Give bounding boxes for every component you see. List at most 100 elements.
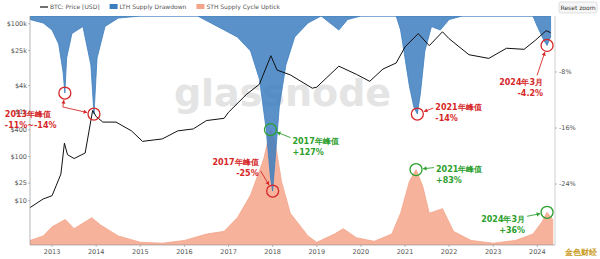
y-tick-label: $25	[15, 179, 27, 187]
annotation-arrow	[261, 171, 269, 185]
x-tick	[360, 245, 361, 247]
y-tick-label: $100	[10, 153, 27, 161]
legend-entry: BTC: Price [USD]	[40, 3, 100, 10]
x-tick-label: 2013	[44, 248, 61, 256]
annotation-text: 2024年3月	[481, 215, 525, 224]
y-tick-label: $10	[15, 197, 27, 205]
legend-label: LTH Supply Drawdown	[120, 3, 187, 11]
legend-entry: STH Supply Cycle Uptick	[196, 3, 280, 11]
annotation-arrow	[424, 108, 433, 112]
legend-swatch	[196, 4, 204, 9]
legend-swatch	[40, 6, 48, 7]
page: {"chart_data": { "type": "line", "xlim":…	[0, 0, 600, 259]
annotation-arrow	[537, 52, 545, 75]
annotation-arrowhead	[542, 52, 546, 56]
annotation-arrowhead	[83, 110, 87, 114]
x-tick	[52, 245, 53, 247]
y2-tick	[555, 184, 557, 185]
annotation: 2024年3月 -4.2%	[499, 39, 553, 98]
y2-tick	[555, 128, 557, 129]
area	[30, 16, 551, 191]
annotation: 2017年峰值 -25%	[212, 158, 278, 197]
x-tick	[272, 245, 273, 247]
x-tick	[537, 245, 538, 247]
annotation: 2017年峰值 +127%	[264, 124, 338, 157]
annotation-circle	[88, 108, 100, 120]
annotation: 2021年峰值 -14%	[411, 103, 481, 123]
annotation-arrowhead	[424, 108, 428, 112]
x-tick-label: 2019	[308, 248, 325, 256]
x-tick	[228, 245, 229, 247]
annotation-circle	[410, 164, 422, 176]
annotation-circle	[411, 108, 423, 120]
x-tick	[449, 245, 450, 247]
y2-tick	[555, 72, 557, 73]
x-tick-label: 2018	[264, 248, 281, 256]
annotation-text: 2021年峰值	[436, 165, 482, 174]
plot-area	[30, 16, 553, 245]
annotation-arrowhead	[536, 212, 540, 216]
x-tick-label: 2017	[220, 248, 237, 256]
annotation-text: 2021年峰值	[435, 103, 481, 112]
annotation-text: -25%	[236, 169, 258, 178]
x-tick-label: 2023	[485, 248, 502, 256]
annotation-text: 2013年峰值	[5, 110, 51, 119]
y-tick-label: $25k	[11, 47, 27, 55]
y-tick	[28, 183, 30, 184]
annotation-arrowhead	[423, 166, 427, 170]
x-tick-label: 2021	[397, 248, 414, 256]
x-tick-label: 2024	[529, 248, 546, 256]
y2-tick-label: -8%	[559, 68, 572, 76]
line	[30, 31, 551, 208]
x-tick-label: 2015	[132, 248, 149, 256]
annotation-text: +36%	[499, 226, 525, 235]
legend-entry: LTH Supply Drawdown	[110, 3, 187, 11]
x-tick	[493, 245, 494, 247]
button-label[interactable]: Reset zoom	[560, 4, 595, 11]
x-axis	[30, 245, 555, 246]
annotation-text: +127%	[292, 148, 323, 157]
y2-axis	[555, 16, 556, 245]
annotation-circle	[541, 39, 553, 51]
annotation-circle	[264, 124, 276, 136]
legend-label: BTC: Price [USD]	[50, 3, 100, 10]
x-tick-label: 2016	[176, 248, 193, 256]
annotation-circle	[267, 185, 279, 197]
annotation-circle	[59, 87, 71, 99]
y2-tick-label: -24%	[559, 180, 576, 188]
annotation-arrowhead	[61, 100, 65, 104]
annotation-text: 2017年峰值	[292, 137, 338, 146]
x-tick-label: 2022	[441, 248, 458, 256]
y-tick-label: $4k	[15, 82, 27, 90]
x-tick	[96, 245, 97, 247]
x-tick-label: 2014	[88, 248, 105, 256]
annotation-text: -14%	[435, 114, 457, 123]
area	[30, 130, 553, 245]
y-tick	[28, 200, 30, 201]
x-tick-label: 2020	[353, 248, 370, 256]
legend-label: STH Supply Cycle Uptick	[206, 3, 280, 11]
x-tick	[140, 245, 141, 247]
annotation-arrow	[277, 132, 291, 137]
annotation-text: -11%~-14%	[5, 121, 57, 130]
annotation-text: -4.2%	[518, 89, 544, 98]
source-logo: 金色财经	[564, 248, 598, 257]
annotation: 2021年峰值 +83%	[410, 164, 482, 185]
annotation-arrowhead	[277, 132, 281, 136]
x-tick	[184, 245, 185, 247]
annotation-arrow	[63, 107, 87, 112]
annotation-arrowhead	[265, 181, 269, 185]
chart: glassnode$10$25$100$400$1k$4k$25k$100k-8…	[0, 0, 600, 259]
button-box[interactable]	[559, 2, 597, 13]
annotation-text: +83%	[436, 176, 462, 185]
annotation-circle	[541, 206, 553, 218]
y2-tick-label: -16%	[559, 124, 576, 132]
annotation-text: 2024年3月	[499, 78, 543, 87]
reset-button[interactable]: Reset zoom	[559, 2, 597, 13]
x-tick	[405, 245, 406, 247]
annotation: 2024年3月 +36%	[481, 206, 553, 235]
annotation-text: 2017年峰值	[212, 158, 258, 167]
legend-swatch	[110, 4, 118, 9]
y-tick	[28, 85, 30, 86]
y-tick	[28, 156, 30, 157]
